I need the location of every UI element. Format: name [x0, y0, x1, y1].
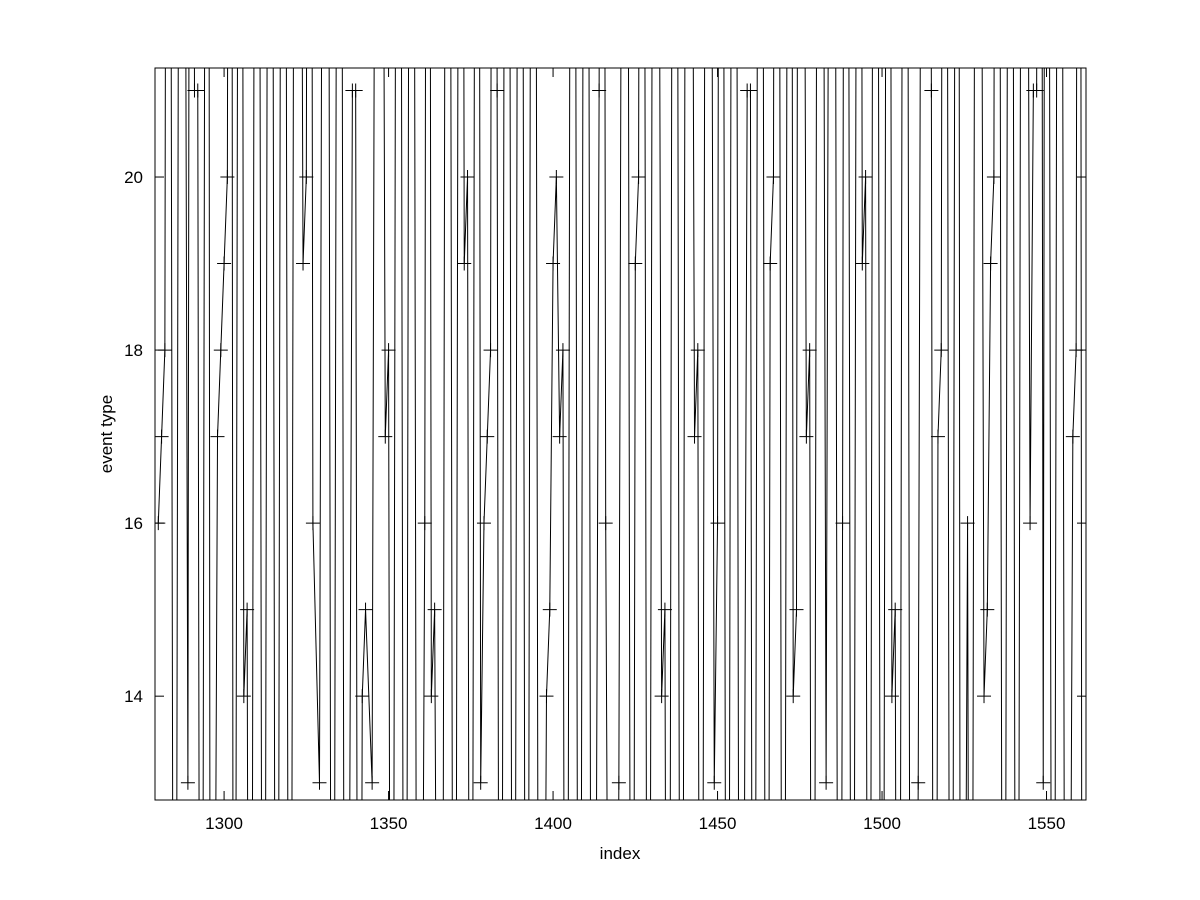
point-marker	[220, 170, 235, 185]
point-marker	[427, 602, 442, 617]
point-marker	[888, 602, 903, 617]
point-marker	[611, 775, 626, 790]
point-marker	[911, 775, 926, 790]
point-marker	[473, 775, 488, 790]
x-tick-label: 1400	[534, 814, 572, 833]
point-marker	[490, 83, 505, 98]
point-marker	[305, 516, 320, 531]
y-axis-label: event type	[97, 395, 116, 473]
point-marker	[1065, 429, 1080, 444]
point-marker	[539, 689, 554, 704]
x-tick-label: 1350	[370, 814, 408, 833]
point-marker	[1036, 775, 1051, 790]
point-marker	[598, 516, 613, 531]
point-marker	[924, 83, 939, 98]
point-marker	[960, 516, 975, 531]
y-tick-label: 14	[124, 687, 143, 706]
point-marker	[687, 429, 702, 444]
point-marker	[213, 343, 228, 358]
plot-area	[155, 68, 1084, 800]
x-tick-label: 1300	[205, 814, 243, 833]
point-marker	[476, 516, 491, 531]
point-marker	[977, 689, 992, 704]
point-marker	[835, 516, 850, 531]
point-marker	[592, 83, 607, 98]
point-marker	[552, 429, 567, 444]
x-tick-label: 1550	[1028, 814, 1066, 833]
point-marker	[743, 83, 758, 98]
y-tick-label: 18	[124, 341, 143, 360]
point-marker	[555, 343, 570, 358]
point-marker	[236, 689, 251, 704]
point-marker	[457, 256, 472, 271]
point-marker	[983, 256, 998, 271]
point-marker	[381, 343, 396, 358]
point-marker	[657, 602, 672, 617]
point-marker	[542, 602, 557, 617]
point-marker	[690, 343, 705, 358]
point-marker	[1023, 516, 1038, 531]
point-marker	[980, 602, 995, 617]
point-marker	[480, 429, 495, 444]
point-marker	[819, 775, 834, 790]
point-marker	[628, 256, 643, 271]
point-marker	[766, 170, 781, 185]
y-tick-label: 20	[124, 168, 143, 187]
point-marker	[884, 689, 899, 704]
point-marker	[858, 170, 873, 185]
point-marker	[654, 689, 669, 704]
point-marker	[855, 256, 870, 271]
x-tick-label: 1450	[699, 814, 737, 833]
point-marker	[1029, 83, 1044, 98]
point-marker	[312, 775, 327, 790]
point-marker	[348, 83, 363, 98]
point-marker	[789, 602, 804, 617]
point-marker	[763, 256, 778, 271]
point-marker	[217, 256, 232, 271]
point-marker	[155, 429, 169, 444]
point-marker	[424, 689, 439, 704]
point-marker	[707, 775, 722, 790]
point-marker	[546, 256, 561, 271]
point-marker	[296, 256, 311, 271]
y-tick-label: 16	[124, 514, 143, 533]
point-marker	[378, 429, 393, 444]
x-tick-label: 1500	[863, 814, 901, 833]
point-marker	[930, 429, 945, 444]
x-axis-label: index	[600, 844, 641, 863]
point-marker	[799, 429, 814, 444]
axes-frame	[154, 67, 1087, 801]
point-marker	[417, 516, 432, 531]
point-marker	[786, 689, 801, 704]
point-marker	[190, 83, 205, 98]
point-marker	[460, 170, 475, 185]
point-marker	[210, 429, 225, 444]
point-marker	[631, 170, 646, 185]
point-marker	[365, 775, 380, 790]
point-marker	[355, 689, 370, 704]
point-marker	[986, 170, 1001, 185]
point-marker	[299, 170, 314, 185]
point-marker	[358, 602, 373, 617]
point-marker	[934, 343, 949, 358]
point-marker	[483, 343, 498, 358]
point-marker	[802, 343, 817, 358]
point-marker	[180, 775, 195, 790]
point-marker	[710, 516, 725, 531]
point-marker	[240, 602, 255, 617]
point-marker	[549, 170, 564, 185]
